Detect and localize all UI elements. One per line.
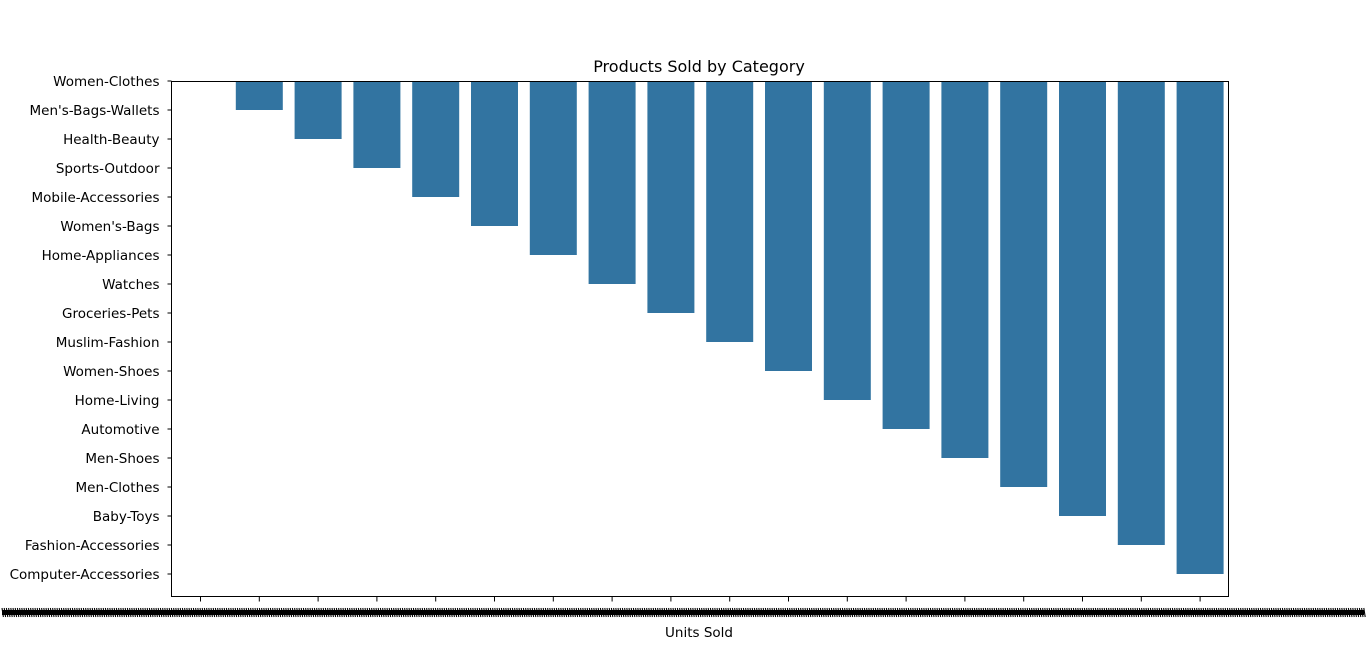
bar [1000,81,1048,487]
y-tick-label: Men-Clothes [75,480,159,496]
y-tick-label: Home-Living [75,393,160,409]
bar [235,81,283,110]
y-tick-label: Baby-Toys [93,509,160,525]
bar [588,81,636,284]
bar [1117,81,1165,545]
bar [882,81,930,429]
bar [471,81,518,226]
bar [353,81,401,168]
bar [823,81,871,400]
y-tick-label: Women-Shoes [63,364,159,380]
y-tick-label: Women-Clothes [53,74,159,90]
y-tick-label: Health-Beauty [63,132,159,148]
bar [412,81,460,197]
bar [647,81,695,313]
bar [1059,81,1106,516]
y-tick-label: Fashion-Accessories [25,538,160,554]
plot-frame [171,81,1229,597]
y-tick-label: Women's-Bags [60,219,159,235]
y-tick-label: Men-Shoes [85,451,159,467]
y-tick-label: Muslim-Fashion [56,335,160,351]
y-tick-label: Home-Appliances [42,248,160,264]
y-tick-label: Computer-Accessories [10,567,160,583]
bar [529,81,577,255]
bar [706,81,754,342]
x-axis-label: Units Sold [665,625,733,641]
y-tick-label: Groceries-Pets [62,306,160,322]
bar [765,81,812,371]
y-tick-label: Men's-Bags-Wallets [30,103,160,119]
chart-title: Products Sold by Category [593,57,805,76]
y-tick-label: Mobile-Accessories [32,190,160,206]
x-axis-ticks [1,596,1366,618]
y-tick-label: Automotive [81,422,159,438]
x-tick-labels-overlap-fill [2,610,1364,615]
bar [294,81,342,139]
y-axis-ticks: Women-Clothes Men's-Bags-Wallets Health-Be… [10,74,172,583]
y-tick-label: Watches [102,277,159,293]
bar [941,81,989,458]
bars [235,81,1224,574]
bar [1176,81,1224,574]
y-tick-label: Sports-Outdoor [56,161,160,177]
